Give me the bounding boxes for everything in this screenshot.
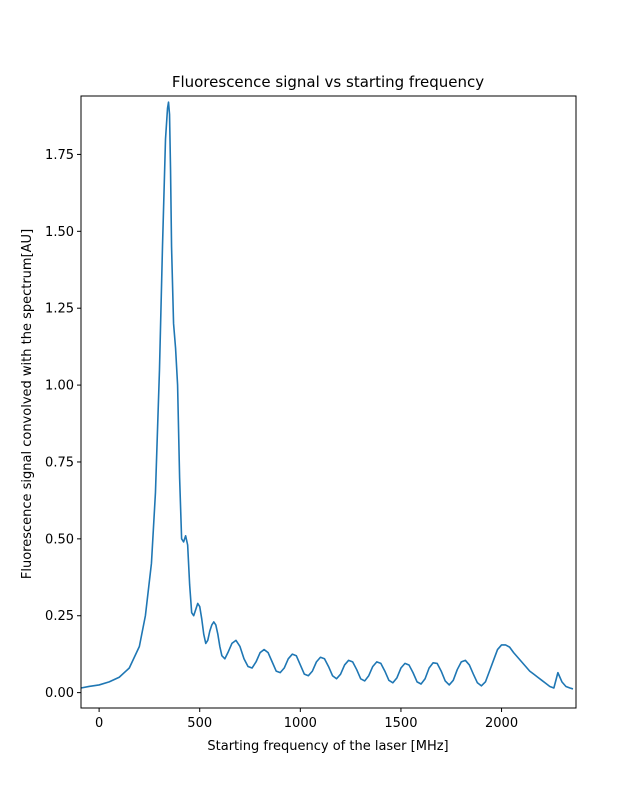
y-tick-label: 0.25	[45, 609, 74, 624]
series-line-signal	[80, 101, 574, 690]
x-axis: 0 500 1000 1500 2000	[95, 708, 518, 731]
x-tick-label: 1000	[284, 716, 317, 731]
y-tick-label: 0.00	[45, 686, 74, 701]
chart-title: Fluorescence signal vs starting frequenc…	[172, 73, 484, 91]
y-tick-label: 0.75	[45, 455, 74, 470]
x-tick-label: 500	[187, 716, 212, 731]
y-tick-label: 1.25	[45, 302, 74, 317]
y-axis-label: Fluorescence signal convolved with the s…	[20, 229, 35, 579]
x-tick-label: 1500	[384, 716, 417, 731]
y-tick-label: 1.00	[45, 379, 74, 394]
x-axis-label: Starting frequency of the laser [MHz]	[207, 739, 448, 754]
x-tick-label: 2000	[485, 716, 518, 731]
plot-area	[80, 101, 574, 690]
y-tick-label: 0.50	[45, 532, 74, 547]
y-tick-label: 1.75	[45, 148, 74, 163]
axes-frame	[80, 95, 577, 709]
y-tick-label: 1.50	[45, 225, 74, 240]
x-tick-label: 0	[95, 716, 103, 731]
y-axis: 0.00 0.25 0.50 0.75 1.00 1.25 1.50 1.75	[45, 148, 81, 701]
